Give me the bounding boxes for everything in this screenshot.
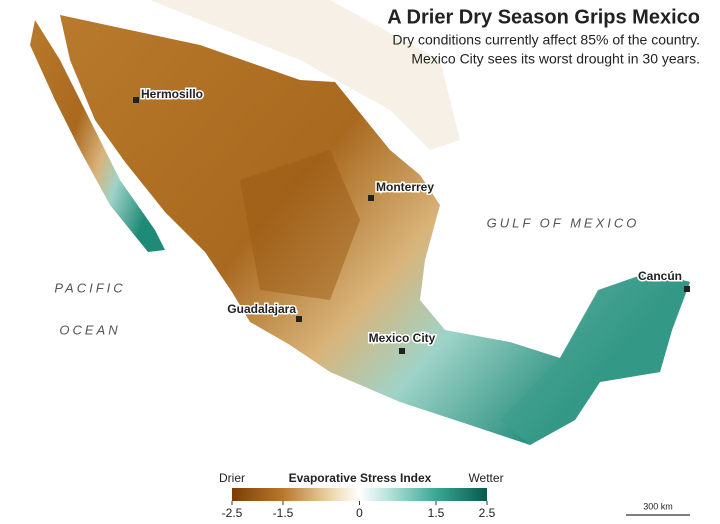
city-marker (296, 316, 302, 322)
subtitle: Mexico City sees its worst drought in 30… (411, 51, 700, 67)
sea-label: OCEAN (59, 322, 120, 337)
colorbar-tick-label: 1.5 (428, 506, 445, 520)
subtitle: Dry conditions currently affect 85% of t… (392, 32, 700, 48)
city-marker (133, 97, 139, 103)
us-land (150, 0, 460, 150)
legend-high-label: Wetter (468, 471, 503, 485)
city-label: Cancún (638, 269, 682, 283)
city-marker (399, 348, 405, 354)
sea-label: PACIFIC (54, 280, 125, 295)
city-label: Monterrey (376, 180, 434, 194)
title: A Drier Dry Season Grips Mexico (387, 6, 700, 28)
colorbar-tick-label: -1.5 (273, 506, 294, 520)
legend-low-label: Drier (219, 471, 245, 485)
mainland (60, 15, 690, 445)
city-label: Hermosillo (141, 87, 203, 101)
yucatan-wet-area (500, 272, 690, 445)
colorbar-tick-label: 2.5 (479, 506, 496, 520)
dry-core (240, 150, 360, 300)
city-label: Guadalajara (227, 302, 296, 316)
city-marker (684, 286, 690, 292)
scale-bar-label: 300 km (643, 501, 673, 511)
colorbar (232, 488, 487, 501)
colorbar-tick-label: -2.5 (222, 506, 243, 520)
legend: Drier Evaporative Stress Index Wetter -2… (219, 471, 504, 520)
legend-title: Evaporative Stress Index (289, 471, 432, 485)
city-label: Mexico City (369, 331, 436, 345)
baja-california (30, 20, 165, 252)
colorbar-tick-label: 0 (356, 506, 363, 520)
city-marker (368, 195, 374, 201)
sea-label: GULF OF MEXICO (487, 215, 640, 230)
